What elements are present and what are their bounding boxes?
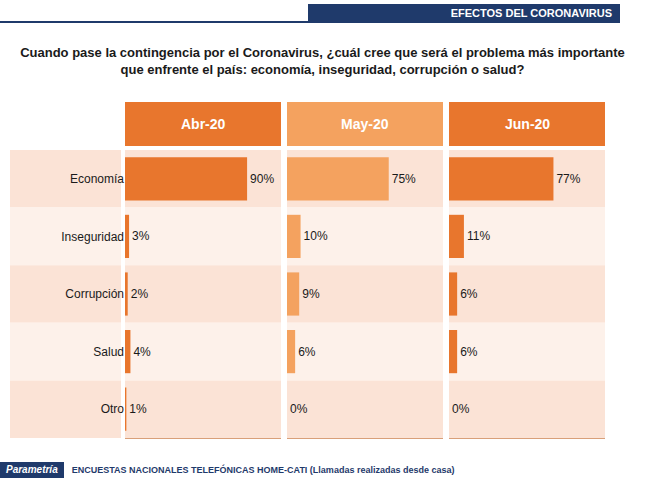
html-text:ENCUESTAS NACIONALES TELEFÓNIC: ENCUESTAS NACIONALES TELEFÓNICAS HOME-CA… <box>71 465 455 475</box>
svg-text:2%: 2% <box>131 287 149 301</box>
svg-text:77%: 77% <box>556 172 580 186</box>
svg-text:May-20: May-20 <box>341 116 389 132</box>
svg-text:Otro: Otro <box>101 402 125 416</box>
svg-text:6%: 6% <box>460 287 478 301</box>
svg-text:0%: 0% <box>290 402 308 416</box>
svg-text:Corrupción: Corrupción <box>65 287 124 301</box>
svg-text:90%: 90% <box>250 172 274 186</box>
svg-text:Salud: Salud <box>93 345 124 359</box>
svg-text:Economía: Economía <box>70 172 124 186</box>
svg-text:75%: 75% <box>392 172 416 186</box>
svg-text:9%: 9% <box>302 287 320 301</box>
svg-text:6%: 6% <box>298 345 316 359</box>
svg-text:4%: 4% <box>133 345 151 359</box>
svg-text:Inseguridad: Inseguridad <box>61 230 124 244</box>
html-text:Parametría: Parametría <box>6 464 58 475</box>
svg-text:1%: 1% <box>129 402 147 416</box>
html-text:Cuando pase la contingencia po: Cuando pase la contingencia por el Coron… <box>20 45 625 77</box>
html-text:EFECTOS DEL CORONAVIRUS: EFECTOS DEL CORONAVIRUS <box>450 7 612 19</box>
svg-text:6%: 6% <box>460 345 478 359</box>
svg-text:0%: 0% <box>452 402 470 416</box>
svg-text:11%: 11% <box>467 229 490 243</box>
svg-text:10%: 10% <box>304 229 328 243</box>
svg-text:3%: 3% <box>132 229 150 243</box>
svg-text:Jun-20: Jun-20 <box>505 116 550 132</box>
svg-text:Abr-20: Abr-20 <box>181 116 226 132</box>
